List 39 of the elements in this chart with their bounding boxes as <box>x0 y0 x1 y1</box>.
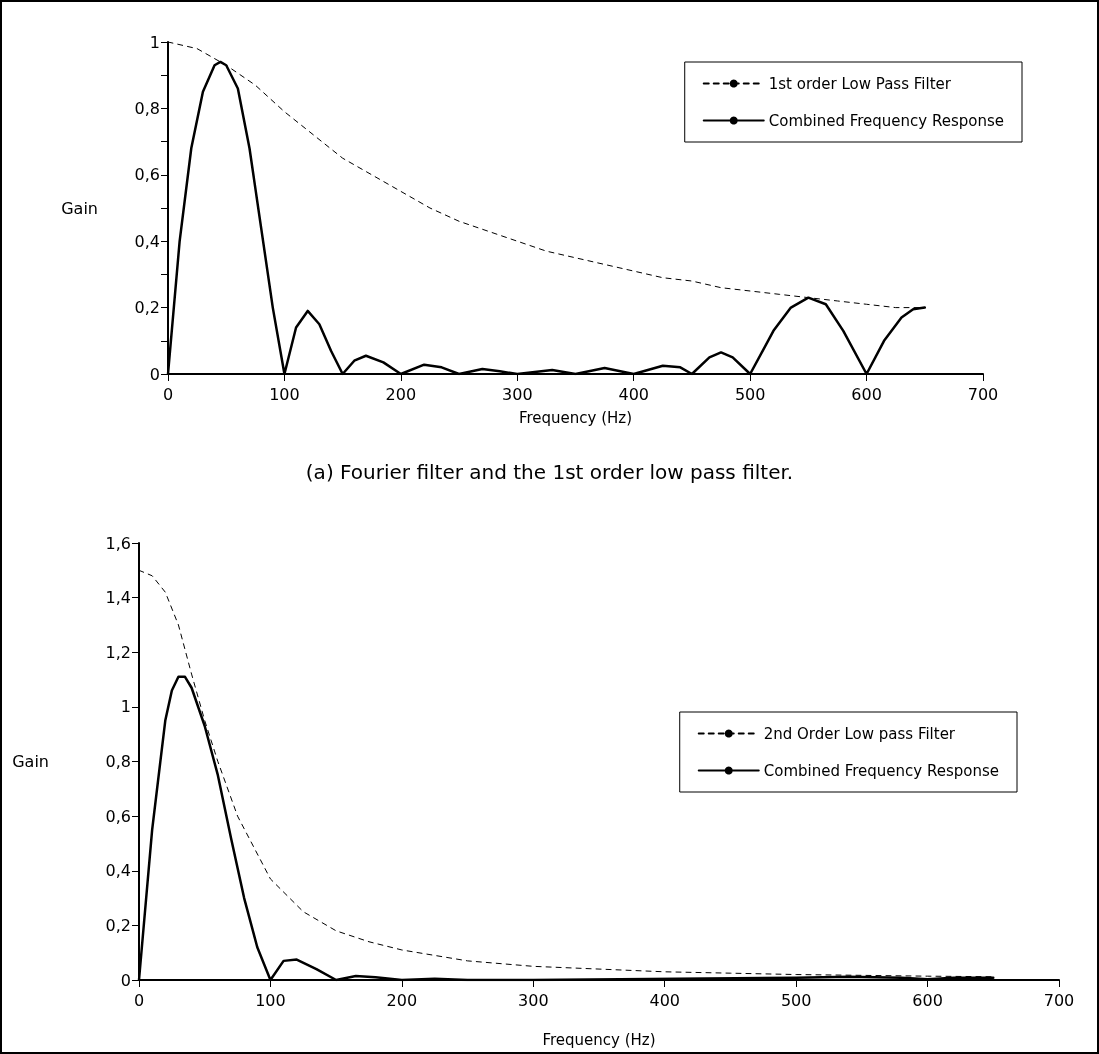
y-tick-label: 0,8 <box>105 752 131 771</box>
x-tick-label: 0 <box>162 384 174 404</box>
x-tick-label: 700 <box>967 384 999 404</box>
y-tick-label: 0,4 <box>105 861 131 881</box>
y-tick-label: 1,6 <box>105 533 131 553</box>
y-tick-label: 1 <box>120 697 131 717</box>
legend-label: 2nd Order Low pass Filter <box>763 724 956 743</box>
y-tick-label: 0 <box>149 364 160 384</box>
y-tick-label: 0 <box>120 970 131 990</box>
x-tick-label: 200 <box>385 384 417 404</box>
x-axis-title: Frequency (Hz) <box>542 1030 656 1049</box>
x-tick-label: 200 <box>386 990 418 1010</box>
x-axis-title: Frequency (Hz) <box>518 408 633 427</box>
y-axis-title: Gain <box>12 752 49 771</box>
x-tick-label: 500 <box>734 384 766 404</box>
y-tick-label: 0,8 <box>134 98 160 118</box>
legend-label: Combined Frequency Response <box>768 111 1005 130</box>
x-tick-label: 300 <box>518 990 549 1010</box>
x-tick-label: 600 <box>912 990 943 1010</box>
x-tick-label: 400 <box>649 990 680 1010</box>
y-axis-title: Gain <box>61 198 98 218</box>
y-tick-label: 0,6 <box>105 806 131 826</box>
x-tick-label: 300 <box>502 384 533 404</box>
y-tick-label: 1,4 <box>105 588 131 608</box>
y-tick-label: 0,2 <box>105 915 131 935</box>
y-tick-label: 1,2 <box>105 642 131 662</box>
x-tick-label: 100 <box>255 990 286 1010</box>
x-tick-label: 500 <box>780 990 812 1010</box>
y-tick-label: 1 <box>149 32 160 52</box>
text: (a) Fourier filter and the 1st order low pass filter. <box>305 460 794 484</box>
x-tick-label: 700 <box>1043 990 1075 1010</box>
x-tick-label: 100 <box>269 384 300 404</box>
x-tick-label: 400 <box>618 384 649 404</box>
y-tick-label: 0,6 <box>134 165 160 185</box>
legend-label: Combined Frequency Response <box>763 761 1000 780</box>
y-tick-label: 0,2 <box>134 298 160 318</box>
y-tick-label: 0,4 <box>134 231 160 251</box>
legend-label: 1st order Low Pass Filter <box>768 74 952 93</box>
x-tick-label: 600 <box>851 384 882 404</box>
